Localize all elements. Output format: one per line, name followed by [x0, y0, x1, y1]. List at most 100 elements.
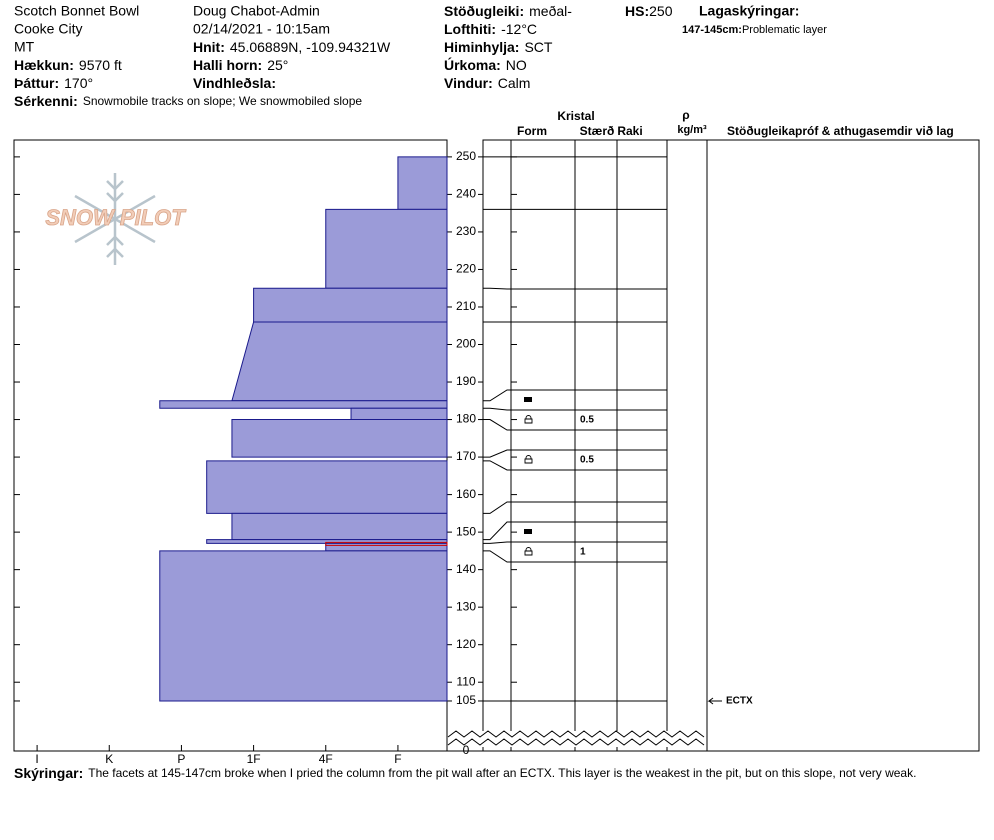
grain-size: 0.5	[580, 415, 594, 426]
logo-text: SNOW PILOT	[45, 205, 186, 230]
field-value: 9570 ft	[79, 57, 122, 73]
y-tick-label: 180	[456, 412, 476, 426]
row-connector	[483, 550, 667, 563]
col-header: Kristal	[557, 109, 594, 123]
test-arrow	[708, 700, 714, 705]
field-value: Snowmobile tracks on slope; We snowmobil…	[83, 94, 363, 108]
col-header: Form	[517, 124, 547, 138]
header-field: Lofthiti: -12°C	[444, 21, 537, 37]
city: Cooke City	[14, 21, 82, 37]
problem-layer	[325, 541, 448, 546]
col-header: kg/m³	[677, 124, 707, 136]
x-tick-label: F	[394, 752, 401, 766]
col-header: Stöðugleikapróf & athugasemdir við lag	[727, 124, 954, 138]
row-connector	[483, 501, 667, 514]
grain-size: 1	[580, 547, 586, 558]
field-label: Vindur:	[444, 75, 493, 91]
x-tick-label: I	[35, 752, 38, 766]
y-tick-label: 200	[456, 337, 476, 351]
location: Scotch Bonnet Bowl	[14, 3, 139, 19]
field-label: Sérkenni:	[14, 93, 78, 109]
legend-title: Lagaskýringar:	[699, 3, 799, 19]
notes-text: The facets at 145-147cm broke when I pri…	[88, 766, 916, 780]
field-value: -12°C	[501, 21, 537, 37]
header-field: HS:250	[625, 3, 673, 19]
test-label: ECTX	[726, 696, 753, 707]
form-icon	[524, 415, 533, 424]
y-tick-label: 230	[456, 224, 476, 238]
notes-label: Skýringar:	[14, 765, 83, 781]
axis-break-bg	[448, 731, 706, 747]
header-field: Stöðugleiki: meðal-	[444, 3, 572, 19]
y-tick-label: 210	[456, 299, 476, 313]
y-tick-label: 150	[456, 524, 476, 538]
y-tick-label: 120	[456, 637, 476, 651]
y-tick-label: 130	[456, 599, 476, 613]
field-label: Hækkun:	[14, 57, 74, 73]
x-tick-label: 1F	[247, 752, 261, 766]
row-connector	[483, 389, 667, 402]
layer-bar	[325, 542, 448, 552]
field-label: Þáttur:	[14, 75, 59, 91]
y-tick-label: 140	[456, 562, 476, 576]
grain-size: 0.5	[580, 455, 594, 466]
field-value: 170°	[64, 75, 93, 91]
field-value: NO	[506, 57, 527, 73]
y-tick-label: 240	[456, 187, 476, 201]
state: MT	[14, 39, 35, 55]
field-value: 45.06889N, -109.94321W	[230, 39, 391, 55]
row-connector	[483, 460, 667, 471]
layer-bar	[206, 460, 448, 514]
y-tick-label: 110	[456, 674, 475, 688]
notes: Skýringar: The facets at 145-147cm broke …	[14, 765, 916, 781]
form-icon	[524, 397, 532, 402]
field-value: Calm	[498, 75, 531, 91]
x-tick-label: 4F	[319, 752, 333, 766]
row-connector	[483, 449, 667, 458]
table-frame	[482, 139, 980, 752]
row-connector	[483, 541, 667, 544]
x-tick-label: K	[105, 752, 113, 766]
y-tick-label: 105	[456, 693, 476, 707]
y-tick-label: 190	[456, 374, 476, 388]
observer: Doug Chabot-Admin	[193, 3, 320, 19]
y-tick-label: 160	[456, 487, 476, 501]
field-value: 25°	[267, 57, 288, 73]
field-value: SCT	[524, 39, 552, 55]
field-value: 250	[649, 3, 673, 19]
col-header: Stærð	[580, 124, 615, 138]
header-field: Úrkoma: NO	[444, 56, 527, 73]
row-connector	[483, 419, 667, 431]
datetime: 02/14/2021 - 10:15am	[193, 21, 330, 37]
y-tick-label: 220	[456, 262, 476, 276]
header-field: Hækkun: 9570 ft	[14, 57, 122, 73]
field-label: Úrkoma:	[444, 56, 501, 73]
field-label: Hnit:	[193, 39, 225, 55]
logo-flake	[74, 173, 156, 265]
layer-bar	[159, 550, 448, 702]
axis-break	[447, 738, 705, 746]
layer-bar	[350, 407, 448, 421]
header-field: Halli horn: 25°	[193, 57, 288, 73]
legend-label: 147-145cm:	[682, 24, 742, 36]
field-value: meðal-	[529, 3, 572, 19]
row-connector	[483, 287, 667, 290]
test-arrow	[707, 697, 722, 702]
layer-bar	[397, 156, 448, 210]
header-field: Hnit: 45.06889N, -109.94321W	[193, 39, 391, 55]
row-connector	[483, 521, 667, 541]
layer-bar	[231, 512, 448, 541]
layer-bar	[231, 321, 448, 402]
field-label: Halli horn:	[193, 57, 262, 73]
field-label: Lofthiti:	[444, 21, 496, 37]
y-tick-label: 250	[456, 149, 476, 163]
header-field: Vindur: Calm	[444, 75, 530, 91]
form-icon	[524, 455, 533, 464]
layer-bar	[253, 287, 448, 323]
form-icon	[524, 529, 532, 534]
field-label: Himinhylja:	[444, 39, 519, 55]
layer-bar	[231, 419, 448, 458]
col-header: ρ	[682, 108, 689, 122]
